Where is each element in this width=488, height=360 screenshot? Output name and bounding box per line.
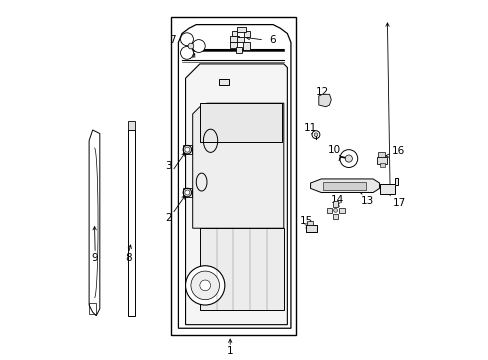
Bar (339, 208, 344, 213)
Bar (231, 31, 237, 36)
Bar (171, 18, 296, 336)
Bar (89, 303, 95, 314)
Bar (306, 221, 313, 225)
Circle shape (184, 190, 189, 195)
Bar (242, 42, 249, 50)
Circle shape (190, 271, 219, 300)
Polygon shape (89, 130, 100, 316)
Text: 15: 15 (299, 216, 312, 226)
Bar (219, 79, 229, 85)
Text: 11: 11 (304, 123, 317, 133)
Circle shape (188, 43, 193, 49)
Circle shape (185, 266, 224, 305)
Bar (128, 130, 135, 316)
Polygon shape (192, 103, 283, 228)
Bar (379, 163, 384, 167)
Bar (230, 36, 239, 42)
Bar (237, 27, 246, 32)
Text: 10: 10 (327, 145, 341, 155)
Text: 7: 7 (169, 35, 176, 45)
Circle shape (184, 147, 189, 152)
Text: 6: 6 (268, 35, 275, 45)
Text: 3: 3 (165, 161, 172, 171)
Circle shape (183, 145, 191, 154)
Circle shape (180, 33, 193, 46)
Circle shape (180, 46, 193, 59)
Bar (200, 228, 283, 310)
Polygon shape (318, 94, 331, 107)
Text: 4: 4 (185, 51, 192, 61)
Text: 17: 17 (392, 198, 405, 208)
Bar (378, 153, 384, 157)
Circle shape (313, 133, 317, 136)
Bar (235, 48, 242, 53)
Text: 8: 8 (125, 253, 131, 263)
Bar (332, 214, 338, 219)
Text: 12: 12 (315, 87, 328, 98)
Bar (183, 188, 192, 197)
Text: 13: 13 (360, 196, 374, 206)
Polygon shape (178, 24, 290, 328)
Circle shape (183, 188, 191, 197)
Bar (376, 157, 386, 164)
Polygon shape (310, 179, 379, 193)
Text: 14: 14 (330, 195, 343, 204)
Bar (326, 208, 331, 213)
Polygon shape (200, 103, 282, 143)
Bar (332, 201, 338, 207)
Text: 5: 5 (235, 66, 242, 76)
Text: 16: 16 (391, 147, 404, 157)
Bar (237, 37, 244, 42)
Bar (230, 42, 237, 48)
Circle shape (192, 40, 205, 53)
Circle shape (333, 208, 337, 212)
Bar (128, 121, 135, 130)
Bar (305, 225, 317, 232)
Text: 9: 9 (92, 253, 98, 263)
Circle shape (339, 150, 357, 167)
Polygon shape (185, 64, 287, 325)
Text: 1: 1 (226, 346, 233, 356)
Circle shape (345, 155, 352, 162)
Bar (183, 145, 192, 154)
Bar (323, 182, 365, 190)
Polygon shape (380, 178, 397, 194)
Text: 2: 2 (165, 212, 172, 222)
Circle shape (200, 280, 210, 291)
Circle shape (311, 131, 319, 139)
Bar (244, 31, 249, 37)
